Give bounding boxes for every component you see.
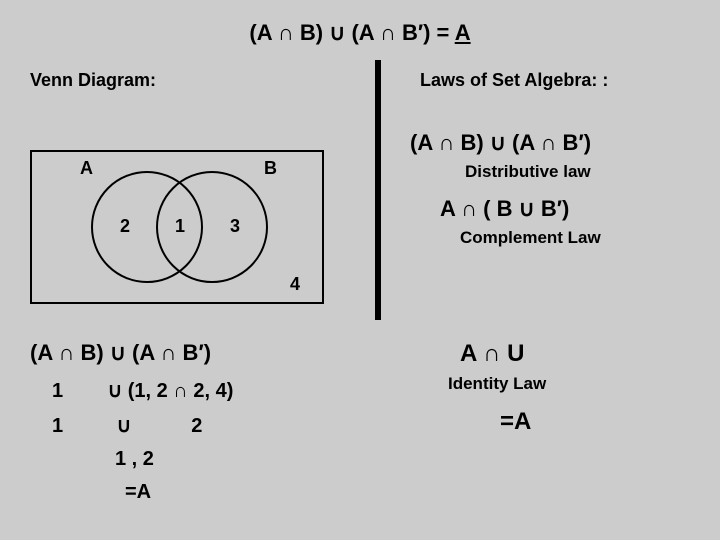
venn-diagram-box: A B 2 1 3 4: [30, 150, 324, 304]
title-expr: (A ∩ B) ∪ (A ∩ B′) =: [249, 20, 454, 45]
comp-expr: (A ∩ B) ∪ (A ∩ B′): [30, 340, 233, 366]
venn-label-b: B: [264, 158, 277, 179]
step-expr-2: A ∩ ( B ∪ B′): [410, 196, 710, 222]
comp-row1-left: 1: [52, 380, 63, 402]
comp-row-3: 1 , 2: [30, 448, 233, 471]
identity-ans: =A: [430, 408, 710, 436]
laws-steps: (A ∩ B) ∪ (A ∩ B′) Distributive law A ∩ …: [410, 130, 710, 262]
step-law-1: Distributive law: [410, 162, 710, 182]
comp-row-4: =A: [30, 481, 233, 504]
comp-row-2: 1 ∪ 2: [30, 413, 233, 438]
comp-row2-mid: ∪: [117, 415, 133, 437]
comp-row2-left: 1: [52, 415, 64, 437]
step-law-2: Complement Law: [410, 228, 710, 248]
comp-row-1: 1 ∪ (1, 2 ∩ 2, 4): [30, 378, 233, 403]
vertical-divider: [375, 60, 381, 320]
step-expr-1: (A ∩ B) ∪ (A ∩ B′): [410, 130, 710, 156]
venn-circle-b: [157, 172, 267, 282]
venn-label-a: A: [80, 158, 93, 179]
comp-row2-right: 2: [191, 415, 203, 437]
laws-header: Laws of Set Algebra: :: [420, 70, 608, 91]
venn-region-2: 2: [120, 216, 130, 237]
venn-region-1: 1: [175, 216, 185, 237]
title-answer: A: [455, 20, 471, 45]
identity-law: Identity Law: [430, 374, 710, 394]
venn-computation: (A ∩ B) ∪ (A ∩ B′) 1 ∪ (1, 2 ∩ 2, 4) 1 ∪…: [30, 340, 233, 514]
comp-row1-right: ∪ (1, 2 ∩ 2, 4): [108, 380, 234, 402]
venn-region-4: 4: [290, 274, 300, 295]
venn-header: Venn Diagram:: [30, 70, 156, 91]
venn-circle-a: [92, 172, 202, 282]
title-equation: (A ∩ B) ∪ (A ∩ B′) = A: [0, 20, 720, 46]
venn-region-3: 3: [230, 216, 240, 237]
identity-expr: A ∩ U: [430, 340, 710, 368]
identity-step: A ∩ U Identity Law =A: [430, 340, 710, 436]
